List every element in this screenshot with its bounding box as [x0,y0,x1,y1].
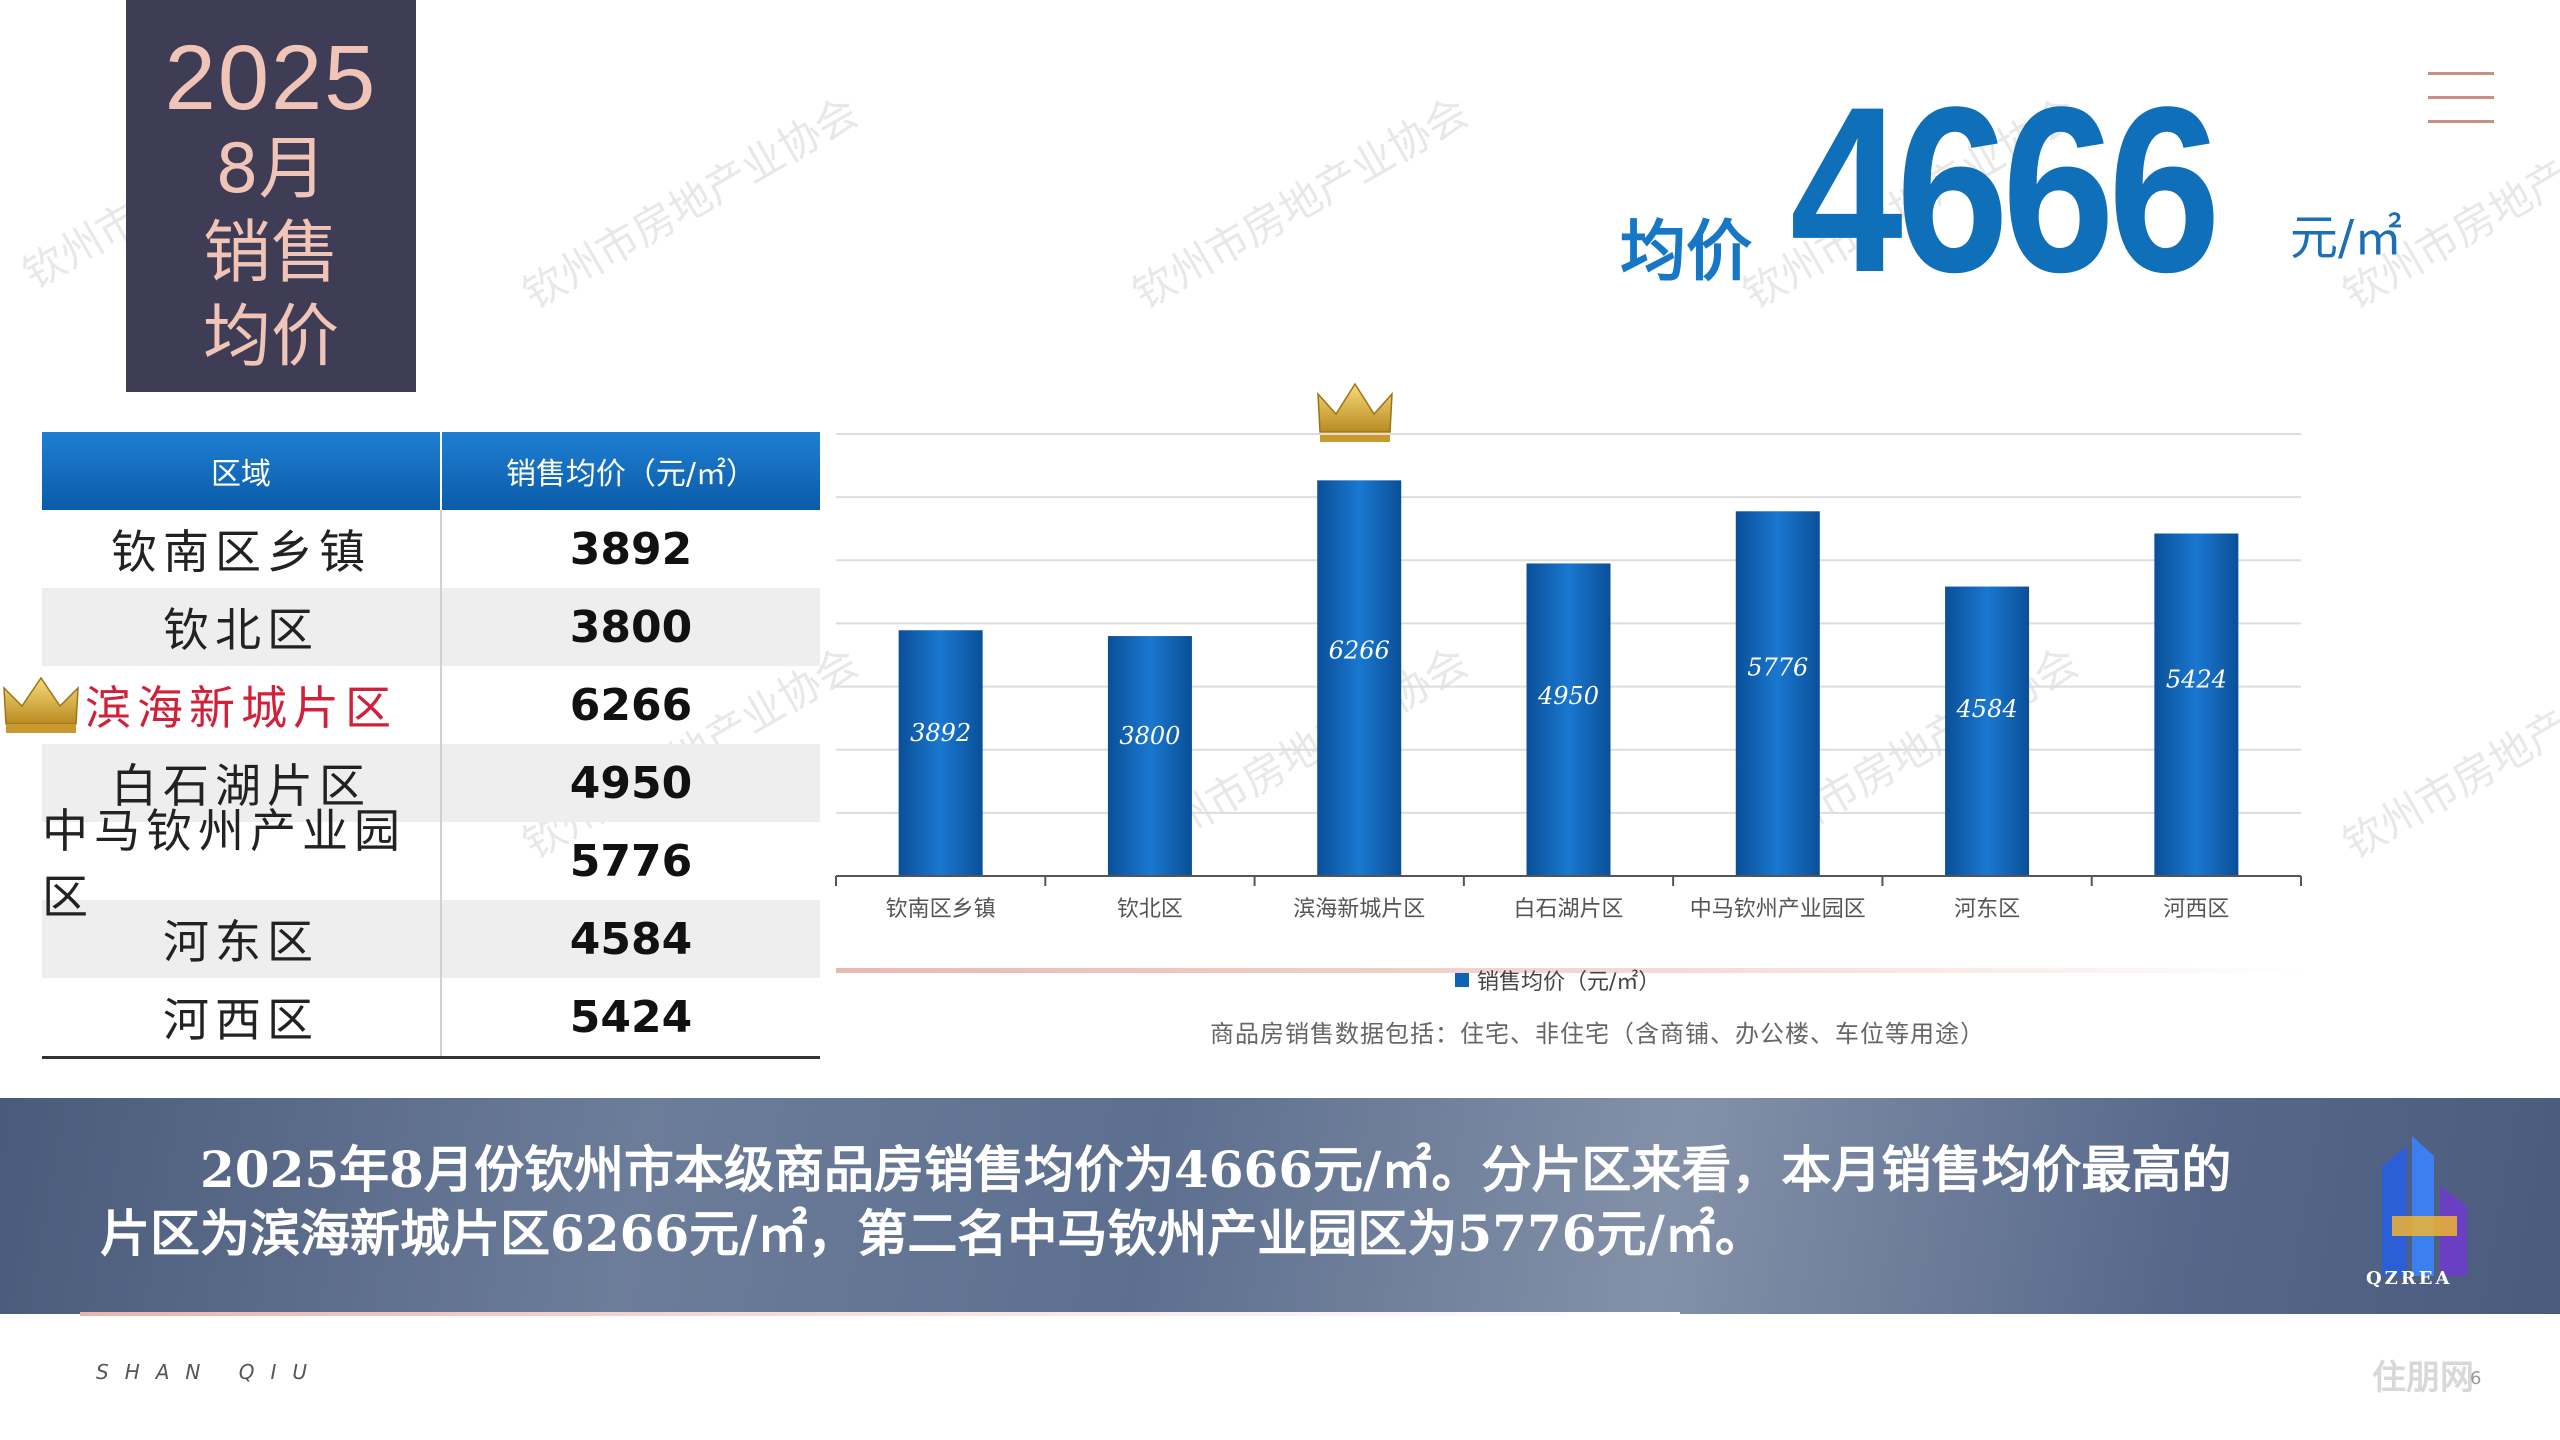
table-header: 区域 销售均价（元/㎡） [42,432,820,510]
header-region: 区域 [211,457,271,492]
menu-icon[interactable] [2428,72,2494,124]
row-price: 3800 [440,588,820,666]
table-row: 河西区 5424 [42,978,820,1056]
data-label: 6266 [1329,636,1390,664]
summary-text: 2025年8月份钦州市本级商品房销售均价为4666元/㎡。分片区来看，本月销售均… [100,1138,2340,1266]
table-row: 白石湖片区 4950 [42,744,820,822]
title-line-2: 均价 [202,298,339,377]
x-tick-label: 白石湖片区 [1513,897,1623,922]
table-row: 滨海新城片区 6266 [42,666,820,744]
footer-tag: SHAN QIU [96,1360,324,1384]
table-row: 钦南区乡镇 3892 [42,510,820,588]
watermark: 钦州市房地产业协会 [2334,637,2560,869]
bar [898,630,983,876]
bar [1945,586,2030,876]
data-label: 3800 [1119,722,1180,750]
x-tick-label: 中马钦州产业园区 [1690,897,1866,922]
row-price: 3892 [440,510,820,588]
average-unit: 元/㎡ [2290,210,2403,266]
x-tick-label: 钦北区 [1117,897,1183,922]
data-label: 4950 [1537,682,1599,710]
row-price: 6266 [440,666,820,744]
row-price: 4950 [440,744,820,822]
bar [1526,563,1611,876]
watermark: 钦州市房地产业协会 [514,87,867,319]
average-label: 均价 [1620,213,1752,290]
page-number: 6 [2470,1368,2482,1389]
row-region: 滨海新城片区 [85,681,397,735]
row-price: 4584 [440,900,820,978]
row-region: 河东区 [163,915,319,969]
qzrea-logo-icon [2382,1136,2467,1276]
title-line-1: 销售 [202,214,339,293]
corner-logo: 住朋网 [2372,1358,2474,1398]
summary-line-2: 片区为滨海新城片区6266元/㎡，第二名中马钦州产业园区为5776元/㎡。 [100,1204,1765,1263]
banner-divider [80,1312,1680,1316]
table-bottom-rule [42,1056,820,1059]
bar [1317,480,1402,876]
table-row: 钦北区 3800 [42,588,820,666]
title-year: 2025 [164,27,378,129]
bar [2154,533,2239,876]
table-row: 中马钦州产业园区 5776 [42,804,820,924]
data-label: 4584 [1956,695,2018,723]
x-tick-label: 钦南区乡镇 [886,897,996,922]
legend-swatch [1455,973,1469,987]
bar [1735,511,1820,876]
data-label: 5776 [1747,653,1808,681]
row-price: 5424 [440,978,820,1056]
bar-chart: 3892 钦南区乡镇 3800 钦北区 6266 滨海新城片区 4950 白石湖片区 5776 中… [835,433,2302,922]
price-table: 区域 销售均价（元/㎡） 钦南区乡镇 3892 钦北区 3800 滨海新城片区 … [42,432,820,1059]
chart-legend: 销售均价（元/㎡） [1455,964,1660,996]
row-region: 钦南区乡镇 [111,525,371,579]
title-month: 8月 [215,130,327,209]
data-label: 3892 [910,719,971,747]
header-price: 销售均价（元/㎡） [440,432,820,510]
summary-line-1: 2025年8月份钦州市本级商品房销售均价为4666元/㎡。分片区来看，本月销售均… [200,1140,2232,1199]
crown-icon [3,676,79,733]
x-tick-label: 河东区 [1954,897,2020,922]
summary-banner [0,1098,2560,1314]
bar [1107,636,1192,876]
chart-footnote: 商品房销售数据包括：住宅、非住宅（含商铺、办公楼、车位等用途） [1210,1020,1985,1048]
row-region: 钦北区 [163,603,319,657]
row-region: 中马钦州产业园区 [42,804,406,924]
watermark: 钦州市房地产业协会 [1124,87,1477,319]
data-label: 5424 [2166,666,2227,694]
average-value: 4666 [1790,58,2221,322]
x-tick-label: 滨海新城片区 [1293,897,1425,922]
legend-divider [836,968,2306,973]
row-region: 河西区 [163,993,319,1047]
crown-icon [1317,382,1393,442]
legend-label: 销售均价（元/㎡） [1477,970,1661,995]
row-region: 白石湖片区 [111,759,371,813]
table-row: 河东区 4584 [42,900,820,978]
title-block: 2025 8月 销售 均价 [126,0,416,392]
logo-text: QZREA [2366,1268,2453,1289]
row-price: 5776 [440,822,820,900]
x-tick-label: 河西区 [2163,897,2229,922]
